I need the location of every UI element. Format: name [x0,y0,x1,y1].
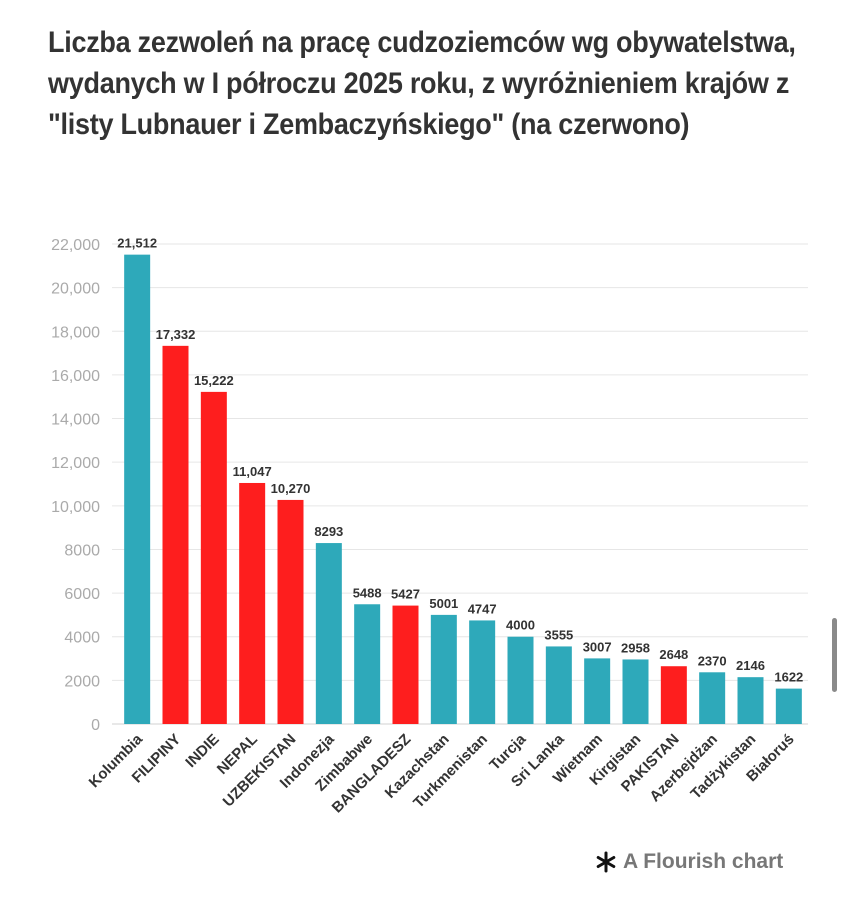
y-tick-label: 6000 [64,586,100,603]
bar[interactable] [315,543,342,724]
y-tick-label: 18,000 [51,324,100,341]
y-tick-label: 14,000 [51,412,100,429]
bar-value-label: 5427 [391,587,420,602]
bar[interactable] [430,614,457,724]
bar[interactable] [775,688,802,724]
bar[interactable] [200,391,227,724]
bar-value-label: 21,512 [117,236,157,251]
bar[interactable] [584,658,611,724]
bar-value-label: 4000 [506,618,535,633]
bar[interactable] [622,659,649,724]
scrollbar-thumb[interactable] [832,618,837,692]
bar-value-label: 2146 [736,658,765,673]
bar[interactable] [660,666,687,724]
bar[interactable] [239,482,266,724]
bar-value-label: 11,047 [233,464,272,479]
y-tick-label: 2000 [64,673,100,690]
gridlines [112,243,808,725]
bar-value-label: 3555 [544,627,573,642]
chart-title: Liczba zezwoleń na pracę cudzoziemców wg… [48,26,796,141]
bar[interactable] [737,677,764,724]
bar[interactable] [277,499,304,724]
bar-value-label: 8293 [314,524,343,539]
bar-chart: 0 2000 4000 6000 8000 10,000 12,000 14,000 16,00… [51,236,808,816]
y-tick-label: 12,000 [51,455,100,472]
flourish-credit-text: A Flourish chart [623,850,784,873]
bar-value-label: 2958 [621,640,650,655]
y-tick-label: 22,000 [51,237,100,254]
y-tick-label: 16,000 [51,368,100,385]
y-tick-label: 4000 [64,630,100,647]
bar-value-label: 3007 [583,639,612,654]
bar-value-label: 1622 [774,670,803,685]
bar[interactable] [392,605,419,724]
bar[interactable] [124,254,151,724]
bar-value-label: 5001 [429,596,458,611]
bar-value-label: 4747 [468,601,497,616]
bar-value-label: 2648 [659,647,688,662]
bar[interactable] [545,646,572,724]
bar-value-labels: 21,512 17,332 15,222 11,047 10,270 8293 5488 54… [117,236,803,685]
bar-value-label: 5488 [353,585,382,600]
bar[interactable] [699,672,726,724]
y-tick-label: 10,000 [51,499,100,516]
bar[interactable] [507,636,534,724]
bar[interactable] [469,620,496,724]
flourish-credit[interactable]: A Flourish chart [595,850,783,874]
flourish-asterisk-icon [596,851,616,873]
x-axis-ticks: KolumbiaFILIPINYINDIENEPALUZBEKISTANIndo… [86,730,798,816]
bar-value-label: 15,222 [194,373,234,388]
bar-value-label: 17,332 [156,327,196,342]
bar-value-label: 10,270 [271,481,311,496]
bar[interactable] [354,604,381,724]
bar[interactable] [162,345,189,724]
y-tick-label: 20,000 [51,281,100,298]
bars [124,254,802,724]
y-tick-label: 0 [91,717,100,734]
bar-value-label: 2370 [698,653,727,668]
y-axis-ticks: 0 2000 4000 6000 8000 10,000 12,000 14,000 16,00… [51,237,100,734]
y-tick-label: 8000 [64,542,100,559]
